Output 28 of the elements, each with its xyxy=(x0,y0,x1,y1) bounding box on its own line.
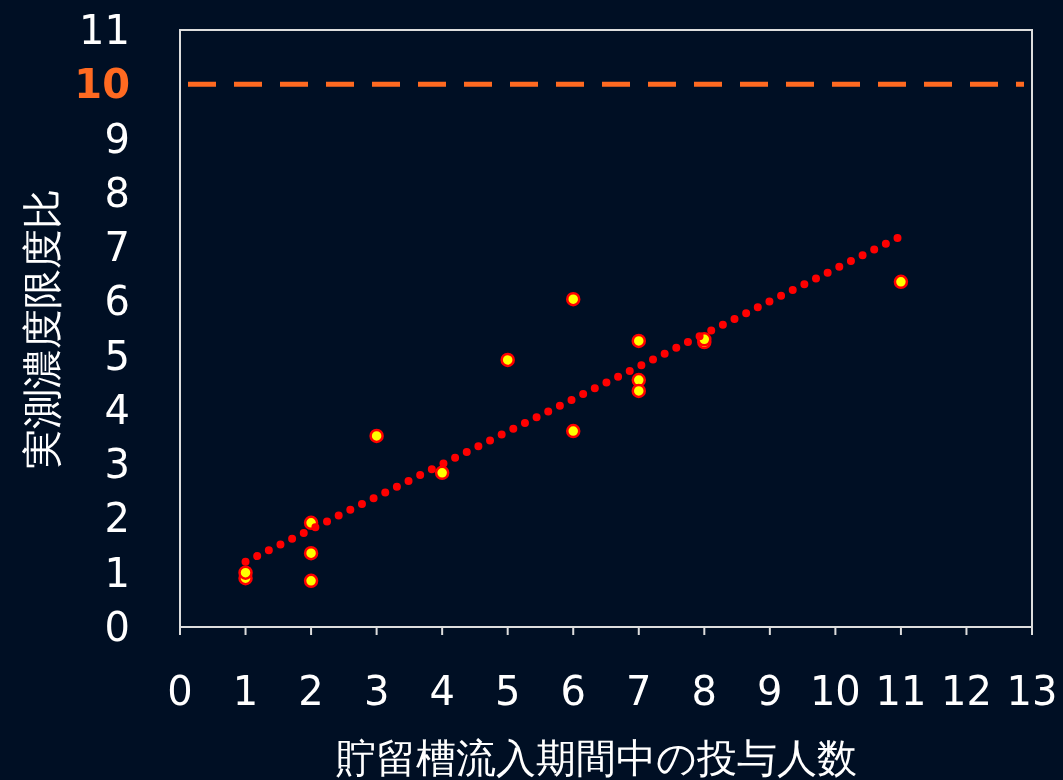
y-tick-label: 3 xyxy=(104,441,130,488)
x-tick-label: 3 xyxy=(363,668,390,714)
x-tick-label: 2 xyxy=(298,668,324,714)
x-axis-title: 貯留槽流入期間中の投与人数 xyxy=(335,735,857,780)
x-tick-label: 9 xyxy=(757,668,783,714)
y-tick-label: 11 xyxy=(79,7,130,53)
y-tick-label: 9 xyxy=(104,115,130,162)
y-axis-title: 実測濃度限度比 xyxy=(19,188,65,469)
x-tick-label: 10 xyxy=(809,668,861,714)
x-tick-label: 6 xyxy=(560,668,586,714)
x-tick-label: 5 xyxy=(494,668,521,714)
y-tick-label: 5 xyxy=(104,332,130,379)
x-tick-label: 11 xyxy=(875,668,927,714)
y-tick-label: 10 xyxy=(74,61,130,108)
x-tick-label: 0 xyxy=(167,668,193,714)
x-tick-label: 8 xyxy=(691,668,718,714)
y-tick-label: 4 xyxy=(104,386,130,433)
y-tick-label: 2 xyxy=(104,495,130,542)
y-tick-label: 0 xyxy=(104,604,130,650)
y-tick-label: 8 xyxy=(104,169,130,216)
y-tick-label: 6 xyxy=(104,278,130,325)
x-tick-label: 13 xyxy=(1006,668,1058,714)
x-tick-label: 12 xyxy=(941,668,992,714)
x-tick-label: 7 xyxy=(626,668,652,714)
x-tick-label: 4 xyxy=(429,668,455,714)
x-tick-label: 1 xyxy=(232,668,259,714)
y-tick-label: 7 xyxy=(104,224,130,271)
y-tick-label: 1 xyxy=(104,549,130,596)
